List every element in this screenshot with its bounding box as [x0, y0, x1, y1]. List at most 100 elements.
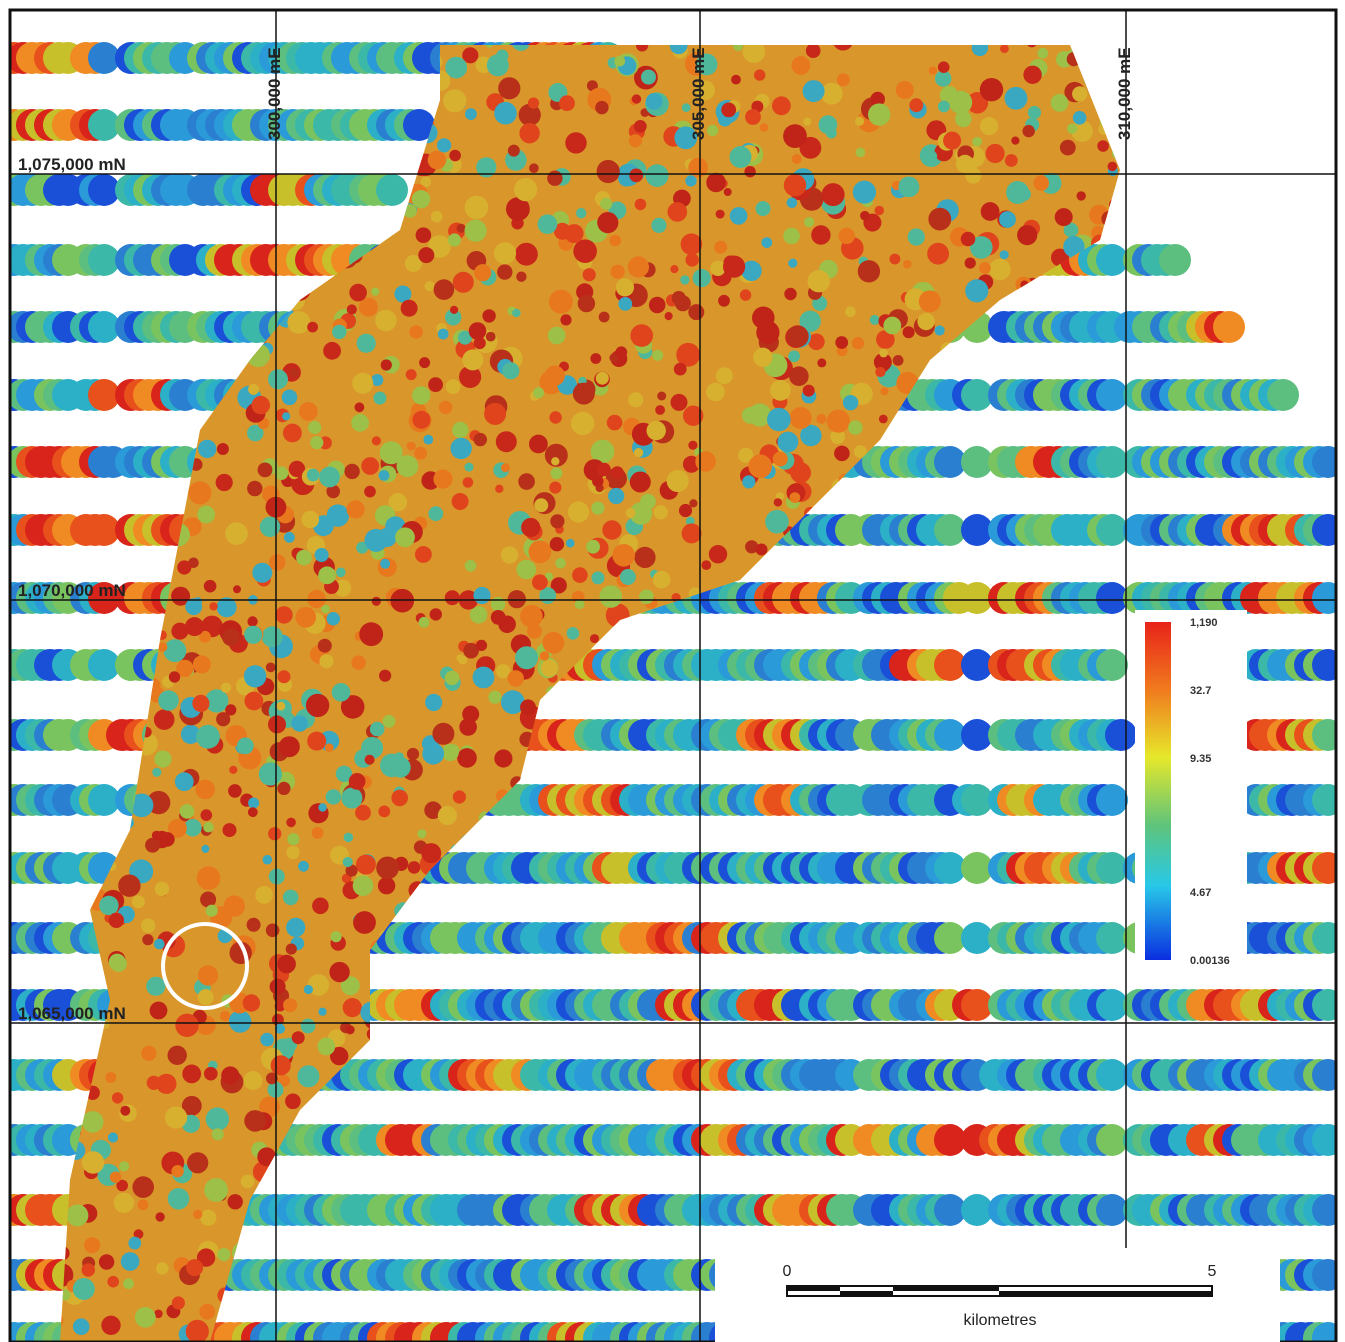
survey-point [701, 560, 711, 570]
survey-point [762, 629, 775, 642]
survey-point [1082, 56, 1094, 68]
survey-point [297, 1065, 319, 1087]
survey-point [297, 220, 318, 241]
survey-point [456, 654, 464, 662]
survey-point [1113, 629, 1132, 648]
survey-point [1030, 1239, 1040, 1249]
survey-point [186, 1320, 209, 1342]
survey-point [322, 1243, 334, 1255]
survey-point [512, 33, 530, 51]
survey-point [62, 955, 71, 964]
survey-point [1118, 142, 1141, 165]
survey-point [495, 485, 503, 493]
survey-point [465, 914, 474, 923]
survey-point [135, 1307, 156, 1328]
survey-point [375, 1296, 384, 1305]
survey-point [531, 1237, 553, 1259]
survey-point [546, 686, 557, 697]
survey-point [345, 1089, 369, 1113]
survey-point [783, 228, 800, 245]
survey-point [143, 494, 154, 505]
survey-point [648, 755, 663, 770]
survey-point [593, 1305, 603, 1315]
survey-point [312, 827, 324, 839]
survey-point [452, 422, 468, 438]
survey-point [998, 1089, 1018, 1109]
survey-point [845, 306, 856, 317]
survey-point [558, 1024, 579, 1045]
survey-point [743, 41, 766, 64]
survey-point [275, 606, 292, 623]
survey-point [415, 1033, 432, 1050]
survey-point [766, 1233, 782, 1249]
survey-point [592, 571, 605, 584]
survey-point [934, 1238, 943, 1247]
survey-point [452, 493, 469, 510]
survey-point [740, 289, 751, 300]
survey-point [1005, 87, 1028, 110]
survey-point [445, 671, 460, 686]
survey-point [1030, 626, 1047, 643]
survey-point [63, 88, 82, 107]
survey-point [915, 816, 935, 836]
survey-point [1056, 760, 1064, 768]
survey-point [615, 768, 624, 777]
survey-point [116, 86, 136, 106]
survey-point [781, 978, 791, 988]
survey-point [879, 415, 888, 424]
survey-point [646, 164, 669, 187]
survey-point [484, 403, 506, 425]
survey-point [154, 709, 175, 730]
survey-point [201, 845, 209, 853]
survey-point [519, 123, 539, 143]
survey-point [482, 309, 495, 322]
survey-point [651, 218, 666, 233]
survey-point [940, 342, 954, 356]
survey-point [394, 902, 412, 920]
survey-point [362, 1175, 375, 1188]
survey-point [1026, 350, 1045, 369]
survey-point [848, 420, 862, 434]
survey-point [784, 288, 796, 300]
survey-point [569, 1241, 586, 1258]
survey-point [704, 1160, 726, 1182]
survey-point [1035, 1169, 1059, 1193]
survey-point [993, 765, 1002, 774]
survey-point [131, 230, 145, 244]
survey-point [395, 957, 410, 972]
survey-point [883, 317, 901, 335]
survey-point [929, 66, 937, 74]
survey-point [295, 1296, 304, 1305]
survey-point [528, 98, 539, 109]
survey-point [1096, 784, 1128, 816]
survey-point [145, 838, 160, 853]
survey-point [813, 1158, 830, 1175]
survey-point [395, 140, 412, 157]
survey-point [553, 815, 568, 830]
survey-point [473, 667, 495, 689]
survey-point [150, 420, 167, 437]
survey-point [1037, 503, 1048, 514]
survey-point [999, 430, 1018, 449]
survey-point [1038, 561, 1055, 578]
survey-point [412, 190, 430, 208]
survey-point [502, 362, 519, 379]
survey-point [1134, 570, 1143, 579]
survey-point [882, 1232, 892, 1242]
survey-point [176, 358, 185, 367]
survey-point [677, 618, 695, 636]
survey-point [71, 295, 83, 307]
survey-point [487, 54, 509, 76]
survey-point [893, 355, 904, 366]
survey-point [416, 227, 432, 243]
survey-point [450, 306, 458, 314]
survey-point [628, 256, 649, 277]
survey-point [59, 1163, 68, 1172]
survey-point [787, 198, 798, 209]
survey-point [611, 466, 624, 479]
survey-point [271, 1055, 291, 1075]
survey-point [142, 934, 153, 945]
survey-point [498, 77, 520, 99]
survey-point [88, 835, 108, 855]
survey-point [380, 559, 390, 569]
